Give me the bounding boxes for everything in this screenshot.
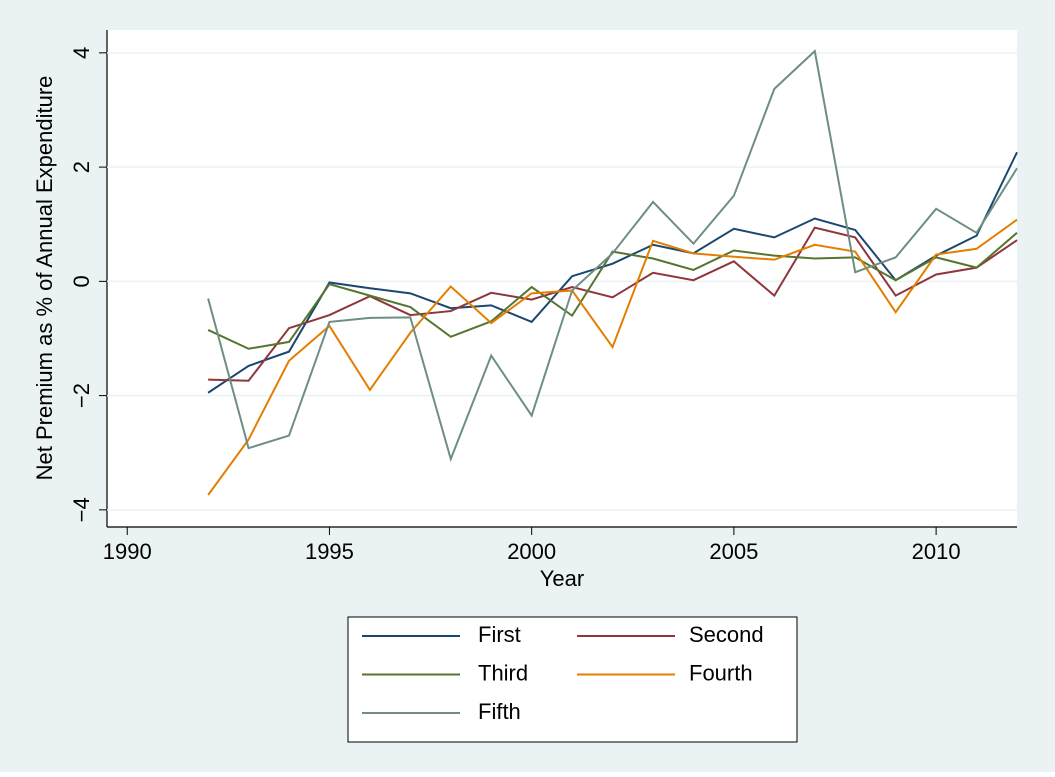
x-tick-label: 2010 xyxy=(912,539,961,564)
y-tick-label: 0 xyxy=(69,275,94,287)
x-tick-label: 1990 xyxy=(103,539,152,564)
series-line xyxy=(207,232,1018,350)
legend-label: First xyxy=(478,622,521,647)
legend-label: Fifth xyxy=(478,699,521,724)
x-tick-label: 1995 xyxy=(305,539,354,564)
legend-label: Second xyxy=(689,622,764,647)
series-line xyxy=(207,218,1018,496)
y-axis-label: Net Premium as % of Annual Expenditure xyxy=(32,76,57,481)
legend-label: Third xyxy=(478,660,528,685)
series-line xyxy=(208,226,1018,382)
x-tick-label: 2000 xyxy=(507,539,556,564)
y-tick-label: −4 xyxy=(69,497,94,522)
series-line xyxy=(207,151,1018,394)
y-tick-label: 4 xyxy=(69,47,94,59)
x-tick-label: 2005 xyxy=(709,539,758,564)
y-tick-label: 2 xyxy=(69,161,94,173)
series-line xyxy=(207,49,1018,463)
legend xyxy=(347,616,798,743)
plot-area xyxy=(107,30,1017,527)
legend-label: Fourth xyxy=(689,660,753,685)
x-axis-label: Year xyxy=(540,566,584,591)
y-tick-label: −2 xyxy=(69,383,94,408)
